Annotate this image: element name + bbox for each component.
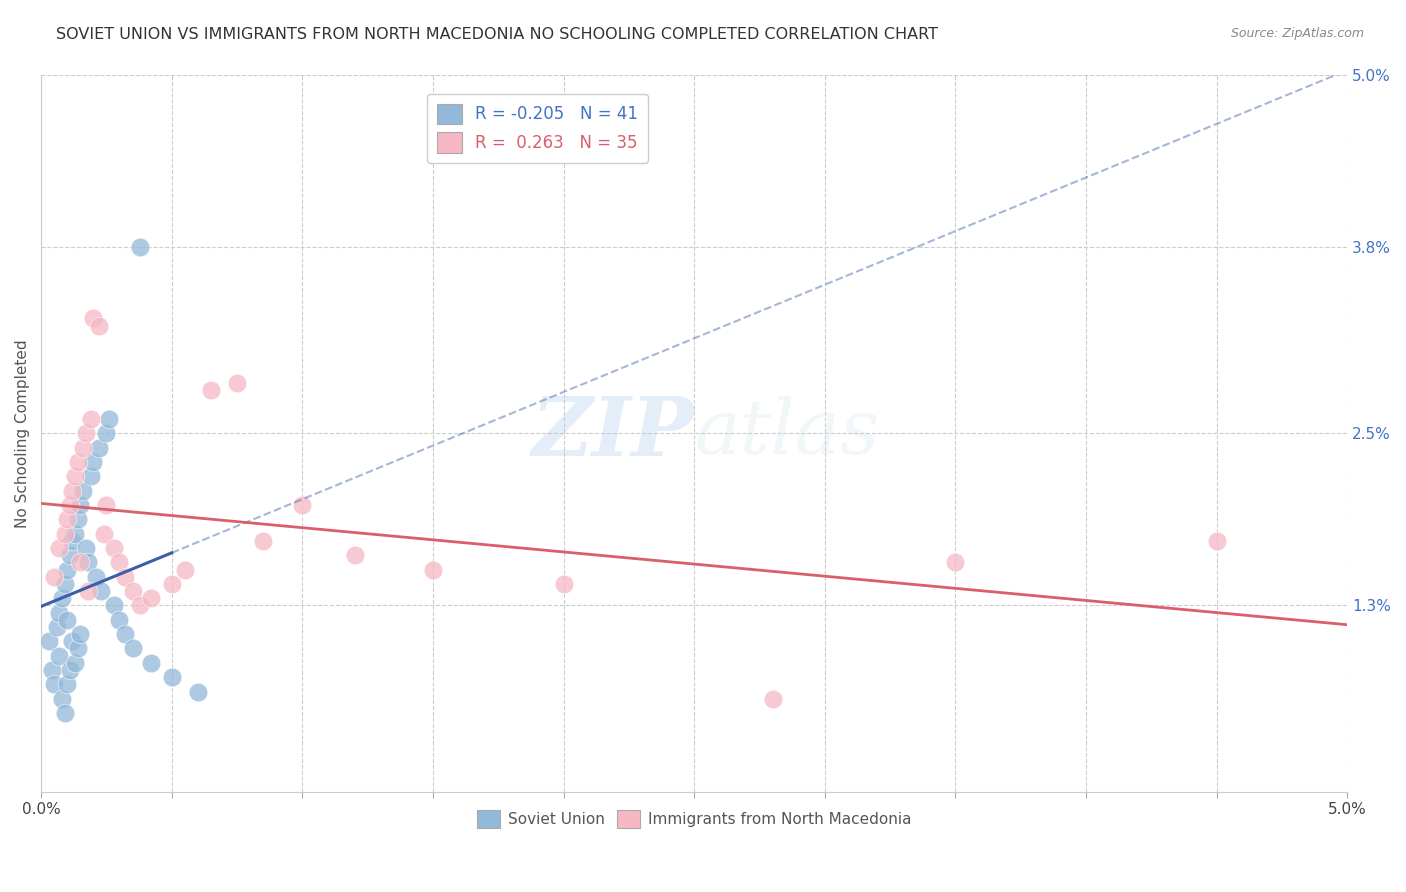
Point xyxy=(51,691,73,706)
Point xyxy=(56,512,79,526)
Point xyxy=(121,641,143,656)
Point xyxy=(59,548,82,562)
Point xyxy=(82,455,104,469)
Point xyxy=(121,584,143,599)
Text: Source: ZipAtlas.com: Source: ZipAtlas.com xyxy=(1230,27,1364,40)
Point xyxy=(69,627,91,641)
Point xyxy=(53,577,76,591)
Point xyxy=(72,441,94,455)
Point xyxy=(96,498,118,512)
Point xyxy=(63,656,86,670)
Point xyxy=(93,526,115,541)
Legend: Soviet Union, Immigrants from North Macedonia: Soviet Union, Immigrants from North Mace… xyxy=(471,804,917,835)
Point xyxy=(80,412,103,426)
Point xyxy=(226,376,249,390)
Point xyxy=(59,663,82,677)
Point xyxy=(114,627,136,641)
Point xyxy=(252,533,274,548)
Point xyxy=(200,383,222,397)
Point xyxy=(38,634,60,648)
Point xyxy=(69,555,91,569)
Point xyxy=(761,691,783,706)
Point xyxy=(48,648,70,663)
Point xyxy=(173,563,195,577)
Point xyxy=(80,469,103,483)
Point xyxy=(187,684,209,698)
Point xyxy=(56,613,79,627)
Point xyxy=(422,563,444,577)
Point xyxy=(62,634,84,648)
Point xyxy=(160,577,183,591)
Point xyxy=(553,577,575,591)
Point xyxy=(63,526,86,541)
Point xyxy=(77,584,100,599)
Point xyxy=(66,455,89,469)
Point xyxy=(66,512,89,526)
Point xyxy=(87,441,110,455)
Point xyxy=(343,548,366,562)
Point xyxy=(48,541,70,555)
Text: atlas: atlas xyxy=(695,396,880,470)
Point xyxy=(59,498,82,512)
Point xyxy=(98,412,121,426)
Point xyxy=(1205,533,1227,548)
Point xyxy=(72,483,94,498)
Point xyxy=(41,663,63,677)
Point xyxy=(129,599,152,613)
Text: ZIP: ZIP xyxy=(531,393,695,474)
Point xyxy=(103,599,125,613)
Point xyxy=(96,426,118,441)
Point xyxy=(62,483,84,498)
Point xyxy=(62,533,84,548)
Point xyxy=(82,311,104,326)
Point xyxy=(75,426,97,441)
Point xyxy=(108,555,131,569)
Point xyxy=(56,677,79,691)
Point xyxy=(87,318,110,333)
Point xyxy=(103,541,125,555)
Point xyxy=(90,584,112,599)
Point xyxy=(44,570,66,584)
Point xyxy=(84,570,107,584)
Point xyxy=(53,706,76,720)
Point xyxy=(69,498,91,512)
Point xyxy=(45,620,67,634)
Point xyxy=(75,541,97,555)
Point xyxy=(53,526,76,541)
Y-axis label: No Schooling Completed: No Schooling Completed xyxy=(15,339,30,527)
Point xyxy=(114,570,136,584)
Point xyxy=(63,469,86,483)
Point xyxy=(56,563,79,577)
Point xyxy=(51,591,73,606)
Point xyxy=(945,555,967,569)
Point xyxy=(129,240,152,254)
Point xyxy=(77,555,100,569)
Text: SOVIET UNION VS IMMIGRANTS FROM NORTH MACEDONIA NO SCHOOLING COMPLETED CORRELATI: SOVIET UNION VS IMMIGRANTS FROM NORTH MA… xyxy=(56,27,938,42)
Point xyxy=(44,677,66,691)
Point xyxy=(160,670,183,684)
Point xyxy=(139,656,162,670)
Point xyxy=(291,498,314,512)
Point xyxy=(66,641,89,656)
Point xyxy=(48,606,70,620)
Point xyxy=(139,591,162,606)
Point xyxy=(108,613,131,627)
